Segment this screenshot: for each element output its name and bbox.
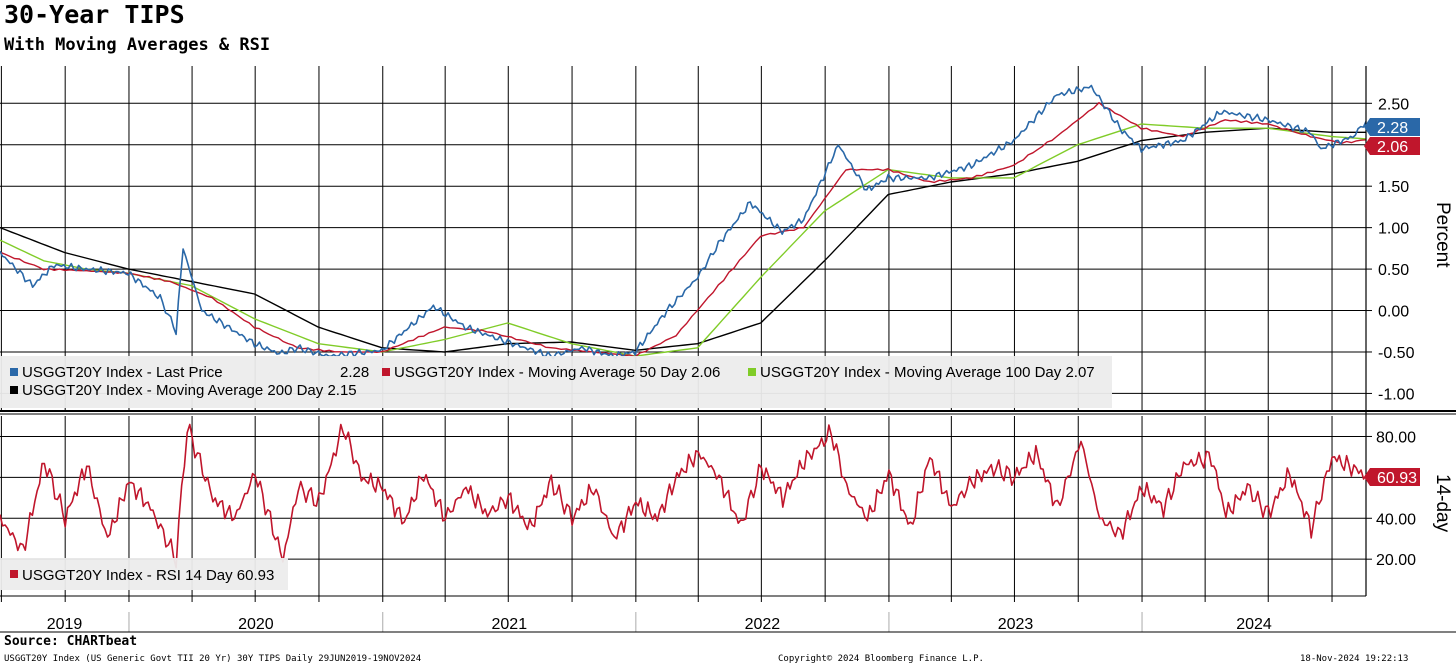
chart-title: 30-Year TIPS <box>4 0 185 29</box>
rsi-legend-background <box>0 558 288 590</box>
footer-timestamp: 18-Nov-2024 19:22:13 <box>1300 654 1409 664</box>
ma50-value-label-pointer <box>1364 137 1370 155</box>
ma50-value-label-text: 2.06 <box>1377 139 1408 156</box>
legend-entry-label: USGGT20Y Index - Last Price <box>22 364 223 381</box>
rsi-line <box>0 423 1367 569</box>
legend-swatch <box>748 368 756 376</box>
last-price-value-label-pointer <box>1364 118 1370 136</box>
rsi-y-tick-label: 80.00 <box>1376 429 1416 446</box>
legend-swatch <box>10 368 18 376</box>
legend-entry-value: 2.28 <box>340 364 369 381</box>
last-price-value-label-box <box>1370 118 1420 136</box>
rsi-y-tick-label: 40.00 <box>1376 511 1416 528</box>
price-y-tick-label: -1.00 <box>1378 386 1415 403</box>
rsi-value-label-box <box>1370 468 1420 486</box>
x-year-label: 2022 <box>745 616 781 633</box>
ma50-value-label: 2.06 <box>1364 137 1420 156</box>
last-price-line <box>0 84 1367 360</box>
x-year-label: 2021 <box>492 616 528 633</box>
source-note: Source: CHARTbeat <box>4 634 138 649</box>
legends: USGGT20Y Index - Last Price 2.28 USGGT20Y … <box>0 356 1112 590</box>
axes <box>0 66 1456 633</box>
x-year-label: 2023 <box>998 616 1034 633</box>
last-price-value-label-text: 2.28 <box>1377 120 1408 137</box>
legend-swatch <box>382 368 390 376</box>
legend-entry-label: USGGT20Y Index - RSI 14 Day 60.93 <box>22 567 274 584</box>
rsi-value-label: 60.93 <box>1364 468 1420 487</box>
ma100-line <box>0 123 1367 357</box>
price-y-tick-label: 0.50 <box>1378 262 1409 279</box>
ma50-line <box>0 101 1367 358</box>
series-lines <box>0 84 1367 569</box>
legend-swatch <box>10 570 18 578</box>
footer-copyright: Copyright© 2024 Bloomberg Finance L.P. <box>778 654 984 664</box>
x-year-label: 2019 <box>47 616 83 633</box>
rsi-value-label-pointer <box>1364 468 1370 486</box>
legend-entry-label: USGGT20Y Index - Moving Average 200 Day … <box>22 382 357 399</box>
price-y-tick-label: -0.50 <box>1378 345 1415 362</box>
ma200-line <box>0 127 1366 353</box>
price-legend-background <box>0 356 1112 408</box>
price-y-tick-label: 1.00 <box>1378 221 1409 238</box>
price-y-tick-label: 0.00 <box>1378 304 1409 321</box>
legend-entry-label: USGGT20Y Index - Moving Average 100 Day … <box>760 364 1095 381</box>
x-year-label: 2024 <box>1236 616 1272 633</box>
axis-labels: 2.501.501.000.500.00-0.50-1.0080.0060.00… <box>47 96 1453 633</box>
price-y-tick-label: 2.50 <box>1378 96 1409 113</box>
legend-swatch <box>10 386 18 394</box>
ma50-value-label-box <box>1370 137 1420 155</box>
x-year-label: 2020 <box>238 616 274 633</box>
rsi-y-axis-label: 14-day <box>1432 474 1453 533</box>
legend-entry-label: USGGT20Y Index - Moving Average 50 Day 2… <box>394 364 720 381</box>
last-price-value-label: 2.28 <box>1364 118 1420 137</box>
chart-subtitle: With Moving Averages & RSI <box>4 35 271 55</box>
rsi-value-label-text: 60.93 <box>1377 470 1417 487</box>
rsi-y-tick-label: 20.00 <box>1376 552 1416 569</box>
price-y-tick-label: 1.50 <box>1378 179 1409 196</box>
price-y-axis-label: Percent <box>1432 202 1453 268</box>
footer-description: USGGT20Y Index (US Generic Govt TII 20 Y… <box>4 654 422 664</box>
